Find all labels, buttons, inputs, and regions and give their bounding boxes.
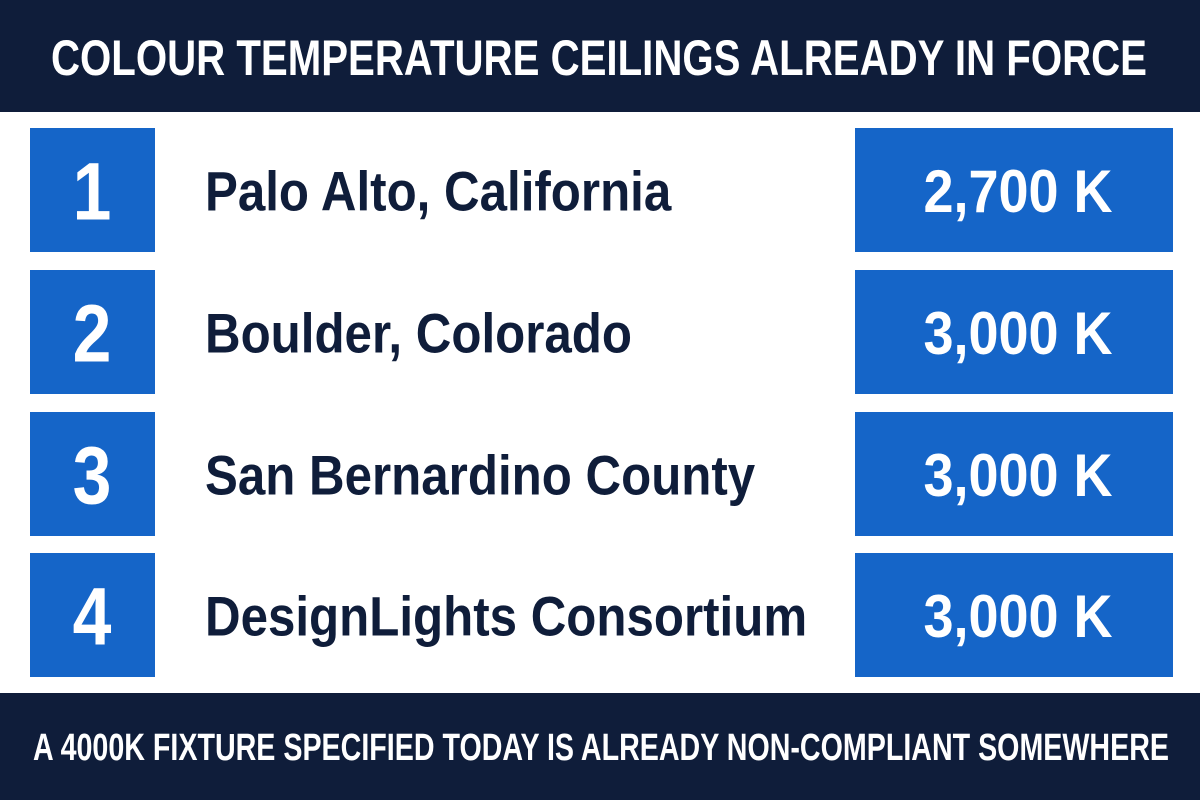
rank-box (30, 128, 155, 252)
value-box (855, 412, 1173, 536)
header-band (0, 0, 1200, 112)
location-name: San Bernardino County (205, 445, 756, 508)
value-box (855, 128, 1173, 252)
cct-limit: 3,000 K (923, 300, 1112, 367)
rank-box (30, 553, 155, 677)
cct-limit: 3,000 K (923, 442, 1112, 509)
cct-limit: 2,700 K (923, 158, 1112, 225)
rank-number: 1 (73, 146, 112, 238)
value-box (855, 270, 1173, 394)
value-box (855, 553, 1173, 677)
rank-number: 3 (73, 430, 112, 522)
cct-limit: 3,000 K (923, 583, 1112, 650)
rank-box (30, 270, 155, 394)
title: COLOUR TEMPERATURE CEILINGS ALREADY IN F… (51, 30, 1147, 86)
rank-number: 4 (73, 571, 112, 663)
location-name: Boulder, Colorado (205, 303, 632, 366)
location-name: DesignLights Consortium (205, 586, 807, 649)
rank-number: 2 (73, 288, 112, 380)
footer-text: A 4000K FIXTURE SPECIFIED TODAY IS ALREA… (33, 727, 1169, 769)
rank-box (30, 412, 155, 536)
footer-band (0, 693, 1200, 800)
location-name: Palo Alto, California (205, 161, 672, 224)
